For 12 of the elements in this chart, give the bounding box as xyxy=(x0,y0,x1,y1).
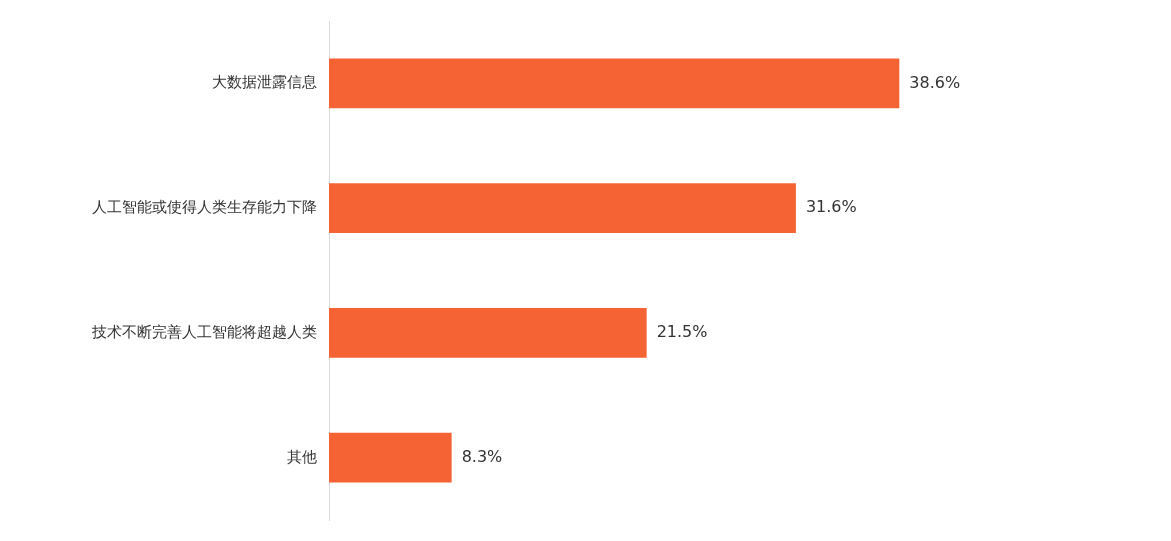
data-label: 38.6% xyxy=(909,72,961,92)
bar xyxy=(329,432,452,483)
y-tick-label: 其他 xyxy=(287,447,317,466)
data-label: 8.3% xyxy=(461,446,503,466)
y-tick-label: 技术不断完善人工智能将超越人类 xyxy=(91,322,317,341)
bar xyxy=(329,183,796,234)
data-label: 31.6% xyxy=(805,197,857,217)
bar xyxy=(329,307,647,358)
data-label: 21.5% xyxy=(656,322,708,342)
bar xyxy=(329,58,900,109)
y-tick-label: 大数据泄露信息 xyxy=(212,73,317,92)
y-tick-label: 人工智能或使得人类生存能力下降 xyxy=(92,198,317,217)
